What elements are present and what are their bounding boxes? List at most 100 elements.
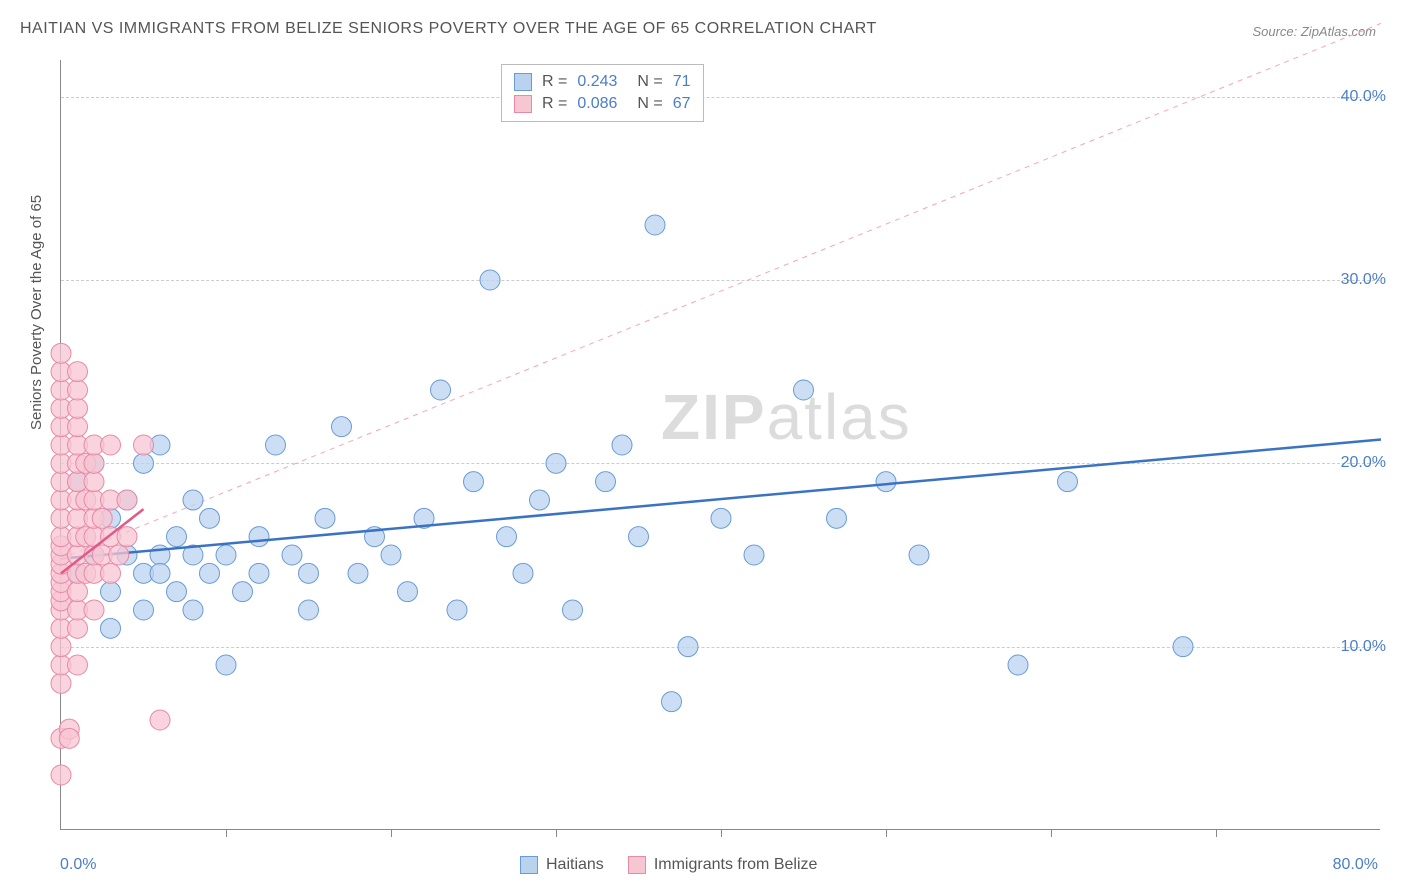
scatter-point [134,453,154,473]
scatter-point [101,563,121,583]
scatter-point [348,563,368,583]
legend-item-2: Immigrants from Belize [628,856,818,874]
scatter-point [381,545,401,565]
scatter-point [233,582,253,602]
scatter-point [1008,655,1028,675]
scatter-point [68,618,88,638]
scatter-point [794,380,814,400]
scatter-point [59,728,79,748]
scatter-point [51,673,71,693]
scatter-point [68,380,88,400]
legend-label-1: Haitians [546,856,604,874]
scatter-point [612,435,632,455]
x-tick [1051,829,1052,837]
scatter-point [398,582,418,602]
scatter-point [216,655,236,675]
scatter-point [876,472,896,492]
scatter-point [546,453,566,473]
scatter-point [134,435,154,455]
legend-swatch-pink [628,856,646,874]
scatter-point [249,563,269,583]
scatter-point [596,472,616,492]
y-tick-label: 10.0% [1341,638,1386,656]
scatter-point [84,453,104,473]
scatter-point [68,655,88,675]
scatter-point [1173,637,1193,657]
scatter-point [109,545,129,565]
scatter-point [51,343,71,363]
scatter-point [662,692,682,712]
stats-row-2: R = 0.086 N = 67 [514,93,691,115]
scatter-point [431,380,451,400]
legend-swatch-blue [520,856,538,874]
scatter-point [134,600,154,620]
scatter-point [513,563,533,583]
source-label: Source: ZipAtlas.com [1252,24,1376,39]
legend-item-1: Haitians [520,856,604,874]
bottom-legend: Haitians Immigrants from Belize [520,856,817,874]
scatter-point [678,637,698,657]
y-tick-label: 20.0% [1341,454,1386,472]
x-max-label: 80.0% [1333,856,1378,874]
scatter-point [68,362,88,382]
scatter-point [68,398,88,418]
scatter-point [909,545,929,565]
x-tick [556,829,557,837]
x-tick [391,829,392,837]
x-min-label: 0.0% [60,856,96,874]
swatch-pink [514,95,532,113]
x-tick [226,829,227,837]
plot-area: ZIPatlas R = 0.243 N = 71 R = 0.086 N = … [60,60,1380,830]
stats-box: R = 0.243 N = 71 R = 0.086 N = 67 [501,64,704,122]
scatter-point [167,582,187,602]
scatter-point [464,472,484,492]
scatter-point [563,600,583,620]
scatter-point [117,527,137,547]
scatter-point [480,270,500,290]
scatter-point [92,508,112,528]
scatter-point [1058,472,1078,492]
scatter-point [200,563,220,583]
trend-line-dashed [61,23,1381,558]
legend-label-2: Immigrants from Belize [654,856,818,874]
scatter-point [167,527,187,547]
chart-title: HAITIAN VS IMMIGRANTS FROM BELIZE SENIOR… [20,20,877,38]
scatter-point [84,472,104,492]
scatter-point [447,600,467,620]
scatter-point [101,435,121,455]
scatter-point [68,582,88,602]
scatter-point [150,563,170,583]
scatter-point [266,435,286,455]
scatter-point [51,765,71,785]
scatter-point [711,508,731,528]
scatter-point [101,582,121,602]
scatter-point [84,600,104,620]
scatter-point [249,527,269,547]
x-tick [886,829,887,837]
swatch-blue [514,73,532,91]
scatter-point [299,563,319,583]
scatter-point [150,710,170,730]
scatter-point [315,508,335,528]
scatter-point [68,417,88,437]
scatter-point [332,417,352,437]
scatter-point [645,215,665,235]
scatter-point [299,600,319,620]
trend-line-blue [61,440,1381,559]
stats-row-1: R = 0.243 N = 71 [514,71,691,93]
scatter-point [183,490,203,510]
scatter-point [183,600,203,620]
scatter-point [530,490,550,510]
scatter-point [744,545,764,565]
scatter-point [51,637,71,657]
scatter-point [827,508,847,528]
scatter-point [117,490,137,510]
scatter-svg [61,60,1380,829]
scatter-point [200,508,220,528]
scatter-point [629,527,649,547]
scatter-point [497,527,517,547]
x-tick [721,829,722,837]
y-tick-label: 30.0% [1341,271,1386,289]
y-axis-label: Seniors Poverty Over the Age of 65 [28,195,45,430]
scatter-point [101,618,121,638]
